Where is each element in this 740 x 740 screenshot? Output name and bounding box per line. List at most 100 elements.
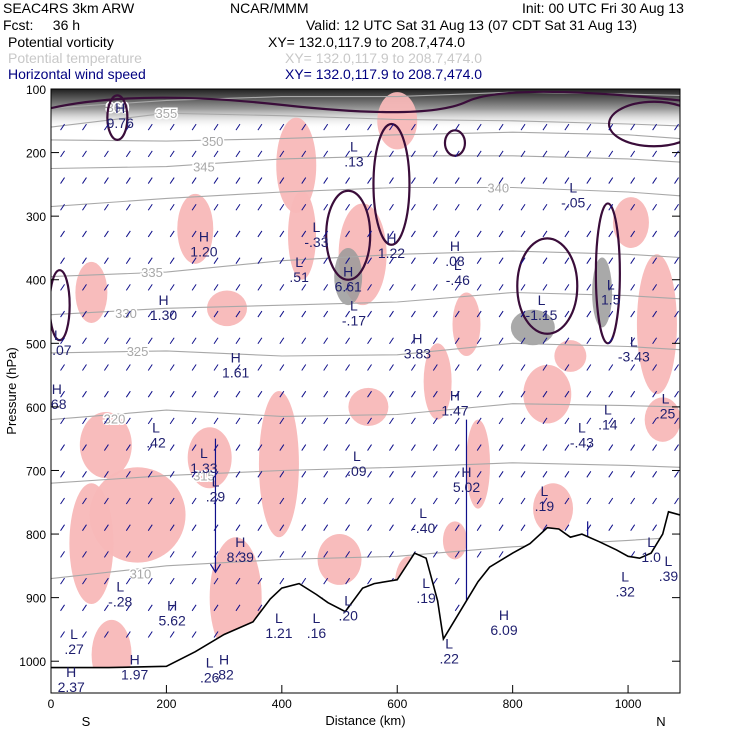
extremum-symbol: H [199,229,209,245]
wind-vector [367,337,372,345]
wind-vector [586,337,592,345]
isentrope-label: 320 [104,411,126,426]
wind-vector [82,177,87,184]
legend-pv-xy: XY= 132.0,117.9 to 208.7,474.0 [268,34,466,50]
wind-vector [301,337,307,345]
wind-vector [169,337,175,345]
wind-vector [630,471,636,478]
wind-vector [235,257,241,264]
wind-vector [389,390,394,398]
isentrope-label: 325 [127,344,149,359]
wind-vector [82,524,87,531]
wind-vector [674,497,679,505]
legend-wind-xy: XY= 132.0,117.9 to 208.7,474.0 [285,66,483,82]
wind-vector [147,497,153,505]
wind-vector [520,471,526,478]
wind-vector [60,390,65,398]
extremum-value: 1.0 [641,549,661,565]
wind-vector [630,284,636,291]
wind-vector [235,577,241,585]
wind-vector [235,444,241,451]
wind-vector [169,497,175,505]
wind-vector [257,417,263,425]
wind-vector [520,444,526,451]
wind-vector [389,203,394,211]
extremum-value: .14 [598,417,618,433]
wind-vector [301,551,307,558]
wind-vector [82,310,87,318]
wind-vector [301,177,307,184]
wind-vector [147,577,153,585]
wind-vector [169,230,175,238]
wind-vector [60,310,65,318]
wind-vector [147,257,153,264]
wind-vector [147,177,153,184]
wind-vector [367,551,372,558]
wind-vector [498,257,504,264]
x-axis-label: Distance (km) [325,713,405,728]
wind-vector [169,310,175,318]
extremum-symbol: L [419,505,427,521]
wind-vector [169,524,175,531]
wind-vector [454,284,460,291]
wind-vector [60,471,65,478]
extremum-symbol: L [540,483,548,499]
wind-vector [169,390,175,398]
wind-vector [301,284,307,291]
extremum-value: -.17 [342,312,366,328]
wind-vector [498,150,504,158]
extremum-value: .68 [47,396,67,412]
wind-vector [476,444,482,451]
extremum-symbol: H [130,651,140,667]
wind-vector [125,444,131,451]
wind-vector [191,364,197,371]
wind-vector [476,203,482,211]
wind-vector [82,257,87,264]
wind-vector [630,150,636,158]
wind-vector [630,230,636,238]
wind-vector [652,417,658,425]
wind-vector [630,177,636,184]
extremum-symbol: L [353,448,361,464]
terrain-fill [51,511,680,693]
wind-vector [301,577,307,585]
wind-vector [301,444,307,451]
legend-pv: Potential vorticity [8,34,114,50]
wind-vector [630,257,636,264]
wind-vector [367,310,372,318]
extremum-symbol: H [450,388,460,404]
section-start-label: S [82,714,91,729]
wind-vector [169,551,175,558]
wind-vector [432,524,438,531]
wind-vector [410,364,416,371]
wind-vector [279,524,285,531]
wind-vector [389,177,394,184]
wind-vector [301,150,307,158]
wind-vector [498,390,504,398]
wind-vector [345,177,351,184]
wind-vector [410,203,416,211]
wind-vector [389,444,394,451]
wind-vector [301,497,307,505]
wind-vector [323,577,329,585]
wind-vector [410,524,416,531]
legend-theta-xy: XY= 132.0,117.9 to 208.7,474.0 [285,50,483,66]
wind-vector [60,150,65,158]
wind-vector [323,284,329,291]
wind-vector [674,203,679,211]
wind-vector [235,417,241,425]
wind-vector [191,230,197,238]
wind-vector [235,310,241,318]
wind-vector [410,230,416,238]
wind-vector [209,563,221,574]
wind-speed-shading [258,391,299,538]
wind-vector [476,497,482,505]
wind-vector [191,631,197,638]
wind-vector [564,150,570,158]
wind-vector [235,364,241,371]
wind-speed-shading [348,387,389,426]
wind-vector [608,150,614,158]
wind-vector [367,524,372,531]
wind-vector [191,551,197,558]
wind-vector [608,524,614,531]
